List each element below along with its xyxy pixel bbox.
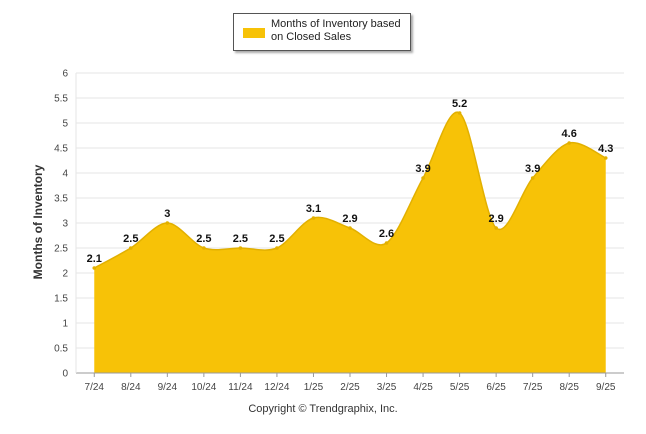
data-label: 3.9	[525, 163, 540, 175]
data-point	[202, 246, 206, 250]
data-point	[275, 246, 279, 250]
x-tick-label: 8/25	[559, 382, 579, 393]
data-point	[92, 266, 97, 270]
x-tick-label: 12/24	[264, 382, 289, 393]
data-point	[567, 141, 571, 145]
y-tick-label: 3	[62, 219, 68, 230]
x-tick-label: 2/25	[340, 382, 360, 393]
series-line	[93, 111, 607, 269]
y-axis-title: Months of Inventory	[31, 164, 45, 280]
x-tick-label: 1/25	[304, 382, 324, 393]
data-label: 2.9	[342, 213, 357, 225]
x-tick-label: 4/25	[413, 382, 433, 393]
data-point	[129, 246, 133, 250]
x-axis: 7/24 8/24 9/24 10/24 11/24 12/24 1/25 2/25 3/25 4…	[75, 73, 624, 393]
y-tick-label: 3.5	[54, 194, 68, 205]
y-tick-label: 1	[62, 319, 68, 330]
data-label: 3.9	[415, 163, 430, 175]
data-point	[384, 241, 389, 245]
data-point	[311, 216, 316, 220]
y-tick-label: 0	[62, 369, 68, 380]
legend[interactable]: Months of Inventory based on Closed Sale…	[233, 13, 411, 51]
data-point	[348, 226, 352, 230]
y-tick-label: 6	[62, 69, 68, 80]
data-point	[165, 221, 170, 225]
y-tick-label: 2.5	[54, 244, 68, 255]
data-label: 5.2	[452, 98, 467, 110]
copyright-text: Copyright © Trendgraphix, Inc.	[248, 403, 398, 415]
data-label: 4.3	[598, 143, 613, 155]
x-tick-label: 10/24	[191, 382, 216, 393]
y-tick-label: 5	[62, 119, 68, 130]
y-tick-label: 1.5	[54, 294, 68, 305]
y-axis-ticks: 0 0.5 1 1.5 2 2.5 3 3.5 4 4.5 5 5.5 6	[54, 69, 68, 380]
series-area	[92, 111, 608, 373]
data-label: 2.5	[196, 233, 211, 245]
data-labels: 2.1 2.5 3 2.5 2.5 2.5 3.1 2.9 2.6 3.9 5.2 2.9 3.9 4.6…	[87, 98, 614, 265]
data-point	[421, 176, 425, 180]
x-tick-label: 7/25	[523, 382, 543, 393]
data-label: 2.9	[488, 213, 503, 225]
data-label: 3.1	[306, 203, 321, 215]
data-point	[494, 226, 498, 230]
x-tick-label: 9/25	[596, 382, 616, 393]
x-tick-label: 11/24	[228, 382, 253, 393]
data-label: 2.6	[379, 228, 394, 240]
legend-swatch	[243, 28, 265, 38]
legend-label: Months of Inventory based on Closed Sale…	[271, 18, 401, 43]
y-tick-label: 0.5	[54, 344, 68, 355]
data-label: 3	[164, 208, 170, 220]
data-label: 2.5	[123, 233, 138, 245]
data-label: 2.5	[269, 233, 284, 245]
data-label: 2.1	[87, 253, 102, 265]
x-tick-label: 6/25	[486, 382, 506, 393]
x-tick-label: 5/25	[450, 382, 470, 393]
data-point	[603, 156, 608, 160]
x-tick-label: 3/25	[377, 382, 397, 393]
x-tick-label: 8/24	[121, 382, 141, 393]
data-label: 2.5	[233, 233, 248, 245]
x-tick-label: 7/24	[85, 382, 105, 393]
y-tick-label: 4.5	[54, 144, 68, 155]
data-point	[530, 176, 535, 180]
y-tick-label: 2	[62, 269, 68, 280]
data-label: 4.6	[562, 128, 577, 140]
data-point	[238, 246, 243, 250]
data-point	[457, 111, 462, 115]
x-tick-label: 9/24	[158, 382, 178, 393]
y-tick-label: 5.5	[54, 94, 68, 105]
series-area-fill	[94, 112, 606, 373]
y-tick-label: 4	[62, 169, 68, 180]
